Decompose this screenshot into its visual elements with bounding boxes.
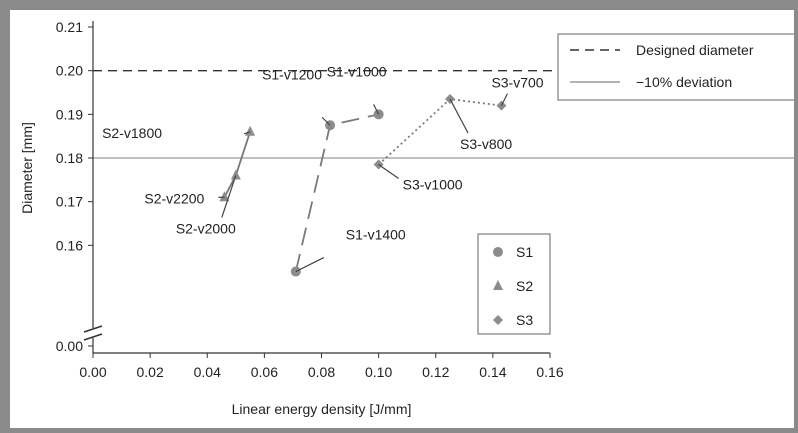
legend-label-deviation: −10% deviation: [636, 74, 732, 90]
x-tick-label: 0.10: [365, 364, 392, 380]
legend-marker-s3: [493, 315, 503, 325]
x-axis-title: Linear energy density [J/mm]: [232, 401, 412, 417]
leader-line: [295, 256, 325, 273]
x-tick-label: 0.00: [79, 364, 106, 380]
scatter-chart: S1-v1400 S1-v1200 S1-v1000 S2-v2200 S2-v2000…: [19, 19, 797, 417]
chart-frame: S1-v1400 S1-v1200 S1-v1000 S2-v2200 S2-v2000…: [10, 10, 797, 428]
point-label-s3-v700: S3-v700: [491, 75, 543, 91]
point-label-s1-v1400: S1-v1400: [346, 227, 406, 243]
axis-break-mark: [83, 325, 103, 333]
x-tick-label: 0.12: [422, 364, 449, 380]
data-point-s2-v1800: [245, 125, 256, 136]
x-tick-label: 0.14: [479, 364, 506, 380]
point-label-s1-v1200: S1-v1200: [262, 66, 322, 82]
legend-label-s3: S3: [516, 312, 533, 328]
x-tick-label: 0.16: [536, 364, 563, 380]
series-line-s2: [223, 131, 251, 198]
reference-legend: Designed diameter −10% deviation: [557, 33, 797, 101]
legend-marker-s1: [493, 247, 503, 257]
point-label-s2-v2000: S2-v2000: [176, 220, 236, 236]
legend-label-s1: S1: [516, 244, 533, 260]
y-axis-title: Diameter [mm]: [19, 122, 35, 214]
y-tick-label: 0.20: [56, 63, 83, 79]
point-label-s3-v1000: S3-v1000: [403, 177, 463, 193]
series-line-s1: [294, 113, 379, 272]
leader-line: [373, 104, 380, 115]
y-tick-label: 0.17: [56, 194, 83, 210]
point-label-s1-v1000: S1-v1000: [327, 63, 387, 79]
y-tick-label: 0.16: [56, 237, 83, 253]
data-point-s2-v2200: [219, 191, 230, 202]
x-tick-label: 0.06: [251, 364, 278, 380]
leader-line: [378, 164, 399, 180]
leader-line: [449, 98, 469, 134]
leader-line: [321, 116, 331, 126]
y-tick-label: 0.19: [56, 106, 83, 122]
leader-line: [243, 131, 251, 135]
x-tick-label: 0.04: [194, 364, 221, 380]
series-line-s3: [378, 98, 502, 166]
data-point-s2-v2000: [230, 169, 241, 180]
x-tick-label: 0.02: [137, 364, 164, 380]
series-legend-box: [477, 233, 551, 335]
legend-label-designed-diameter: Designed diameter: [636, 42, 754, 58]
y-tick-label: 0.21: [56, 19, 83, 35]
series-legend: S1 S2 S3: [477, 233, 551, 335]
legend-marker-s2: [493, 280, 503, 290]
legend-label-s2: S2: [516, 278, 533, 294]
y-tick-label: 0.00: [56, 338, 83, 354]
axis-break-mark: [83, 333, 103, 341]
x-tick-label: 0.08: [308, 364, 335, 380]
point-label-s3-v800: S3-v800: [460, 136, 512, 152]
point-label-s2-v2200: S2-v2200: [144, 190, 204, 206]
reference-legend-box: [557, 33, 797, 101]
point-label-s2-v1800: S2-v1800: [102, 125, 162, 141]
y-tick-label: 0.18: [56, 150, 83, 166]
leader-line: [221, 175, 237, 218]
leader-line: [500, 93, 508, 106]
